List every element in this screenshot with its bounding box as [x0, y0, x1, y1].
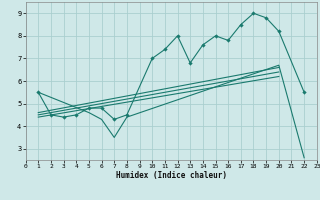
X-axis label: Humidex (Indice chaleur): Humidex (Indice chaleur): [116, 171, 227, 180]
